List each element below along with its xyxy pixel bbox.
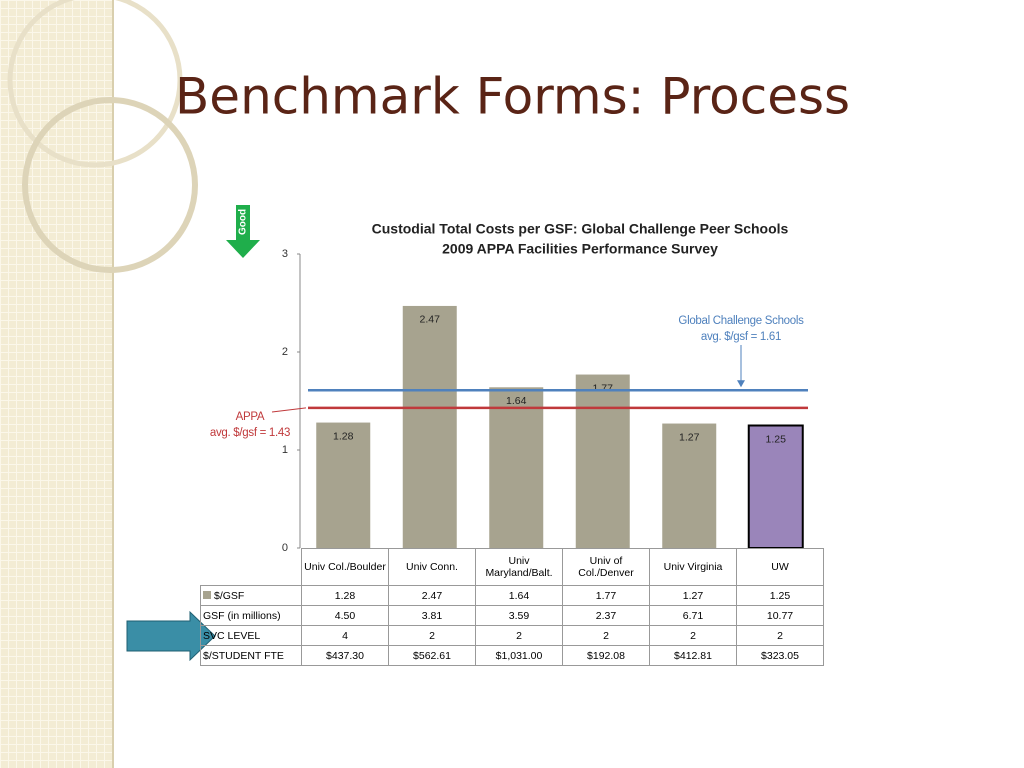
legend-key bbox=[203, 590, 211, 599]
chart-subtitle: 2009 APPA Facilities Performance Survey bbox=[442, 241, 718, 257]
side-strip bbox=[0, 0, 112, 768]
row-label: $/STUDENT FTE bbox=[200, 645, 302, 666]
chart-title: Custodial Total Costs per GSF: Global Ch… bbox=[372, 221, 789, 237]
x-tick-label: UW bbox=[736, 548, 824, 586]
bar bbox=[662, 423, 717, 548]
table-row: Univ Col./Boulder Univ Conn. Univ Maryland… bbox=[201, 548, 824, 586]
table-row: $/GSF 1.28 2.47 1.64 1.77 1.27 1.25 bbox=[200, 585, 824, 606]
table-cell: 3.81 bbox=[388, 605, 476, 626]
bar-value-label: 1.25 bbox=[766, 433, 787, 445]
table-cell: 3.59 bbox=[475, 605, 563, 626]
good-label: Good bbox=[238, 209, 249, 235]
table-cell: $437.30 bbox=[301, 645, 389, 666]
x-tick-label: Univ of Col./Denver bbox=[562, 548, 650, 586]
table-cell: 2 bbox=[388, 625, 476, 646]
deco-circle bbox=[7, 0, 183, 168]
x-tick-label: Univ Maryland/Balt. bbox=[475, 548, 563, 586]
table-cell: 4.50 bbox=[301, 605, 389, 626]
table-cell: 1.77 bbox=[562, 585, 650, 606]
row-label: SVC LEVEL bbox=[200, 625, 302, 646]
table-cell: 1.27 bbox=[649, 585, 737, 606]
table-cell: $192.08 bbox=[562, 645, 650, 666]
table-cell: 6.71 bbox=[649, 605, 737, 626]
row-label: GSF (in millions) bbox=[200, 605, 302, 626]
x-tick-label: Univ Col./Boulder bbox=[301, 548, 389, 586]
x-tick-label: Univ Conn. bbox=[388, 548, 476, 586]
bar bbox=[316, 422, 371, 548]
reference-arrow-head bbox=[737, 380, 745, 388]
reference-label: APPA bbox=[236, 411, 265, 423]
table-cell: $1,031.00 bbox=[475, 645, 563, 666]
table-cell: 2 bbox=[649, 625, 737, 646]
bar-value-label: 2.47 bbox=[420, 314, 441, 326]
reference-label: avg. $/gsf = 1.61 bbox=[701, 331, 781, 343]
table-cell: 2 bbox=[562, 625, 650, 646]
table-cell: 1.28 bbox=[301, 585, 389, 606]
bar-value-label: 1.77 bbox=[593, 382, 614, 394]
table-row: GSF (in millions) 4.50 3.81 3.59 2.37 6.71 10.… bbox=[200, 605, 824, 626]
data-table: Univ Col./Boulder Univ Conn. Univ Maryland… bbox=[200, 548, 824, 666]
slide-title: Benchmark Forms: Process bbox=[175, 68, 850, 126]
table-cell: 2 bbox=[736, 625, 824, 646]
reference-arrow bbox=[271, 407, 307, 413]
table-cell: 4 bbox=[301, 625, 389, 646]
good-arrow bbox=[226, 205, 260, 258]
table-cell: $323.05 bbox=[736, 645, 824, 666]
table-cell: 2.47 bbox=[388, 585, 476, 606]
reference-label: Global Challenge Schools bbox=[678, 315, 804, 327]
table-cell: 2 bbox=[475, 625, 563, 646]
table-cell: 10.77 bbox=[736, 605, 824, 626]
bar bbox=[489, 387, 544, 548]
bar bbox=[402, 305, 457, 548]
table-cell: $412.81 bbox=[649, 645, 737, 666]
bar-value-label: 1.64 bbox=[506, 395, 527, 407]
bar-value-label: 1.27 bbox=[679, 431, 700, 443]
legend-cell: $/GSF bbox=[200, 585, 302, 606]
deco-circle bbox=[22, 97, 198, 273]
table-corner bbox=[201, 549, 302, 586]
table-cell: 1.64 bbox=[475, 585, 563, 606]
y-tick-label: 1 bbox=[282, 444, 288, 456]
table-cell: 1.25 bbox=[736, 585, 824, 606]
y-tick-label: 0 bbox=[282, 542, 288, 554]
legend-label: $/GSF bbox=[214, 589, 245, 602]
reference-label: avg. $/gsf = 1.43 bbox=[210, 427, 290, 439]
table-cell: $562.61 bbox=[388, 645, 476, 666]
y-tick-label: 3 bbox=[282, 248, 288, 260]
bar bbox=[575, 374, 630, 548]
bar-value-label: 1.28 bbox=[333, 430, 354, 442]
y-tick-label: 2 bbox=[282, 346, 288, 358]
x-tick-label: Univ Virginia bbox=[649, 548, 737, 586]
table-row: $/STUDENT FTE $437.30 $562.61 $1,031.00 $192… bbox=[200, 645, 824, 666]
table-row: SVC LEVEL 4 2 2 2 2 2 bbox=[200, 625, 824, 646]
table-cell: 2.37 bbox=[562, 605, 650, 626]
